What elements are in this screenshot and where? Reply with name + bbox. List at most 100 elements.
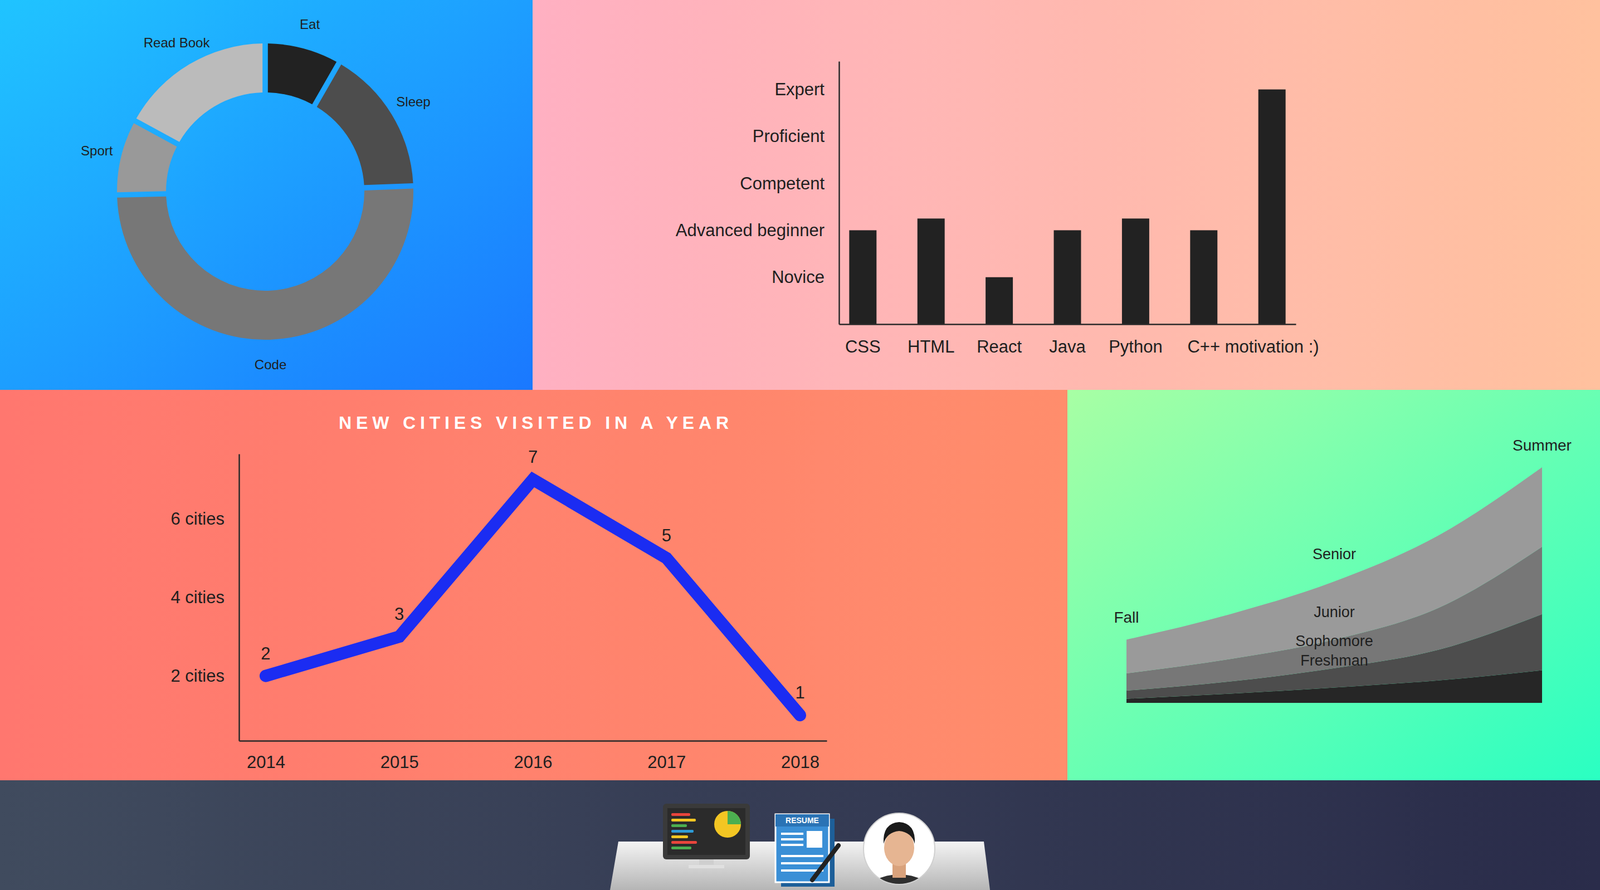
panel-background (1067, 389, 1600, 781)
data-label: 2 (260, 644, 271, 664)
pie-icon (714, 811, 741, 838)
tick-label: Expert (774, 79, 825, 100)
tick-label: 2014 (246, 752, 286, 773)
monitor-stand (699, 859, 714, 866)
tick: 2016 (514, 752, 553, 773)
tick-label: 2018 (781, 752, 820, 773)
slice (136, 43, 263, 143)
bar (849, 230, 877, 325)
tick: motivation :) (1225, 337, 1320, 357)
slice-label: Code (254, 357, 287, 373)
slice (316, 64, 414, 186)
data-labels: 23751 (260, 447, 805, 703)
tick: Python (1108, 337, 1163, 357)
bar (917, 218, 945, 325)
monitor-screen (667, 808, 746, 856)
line (265, 479, 800, 716)
tick-label: Competent (739, 173, 825, 194)
tick: Advanced beginner (675, 220, 825, 241)
code-line (671, 824, 687, 828)
tick: 2 cities (171, 666, 225, 686)
tick: HTML (907, 337, 955, 357)
axis: Novice Advanced beginner Competent Proficie… (675, 61, 840, 325)
slice-label: Sport (80, 143, 114, 159)
monitor-frame (662, 803, 750, 860)
monitor-base (688, 865, 725, 869)
bar (1054, 230, 1082, 325)
bar (1258, 89, 1286, 325)
axis-line (239, 740, 828, 743)
resume-icon[interactable]: RESUME (775, 814, 839, 887)
avatar-ring (863, 813, 935, 885)
tick-label: Novice (771, 267, 825, 287)
resume-line (781, 844, 804, 847)
donut-chart: Eat Sleep Code Sport Read Book (80, 16, 431, 373)
resume-line (781, 862, 824, 865)
axis-line (238, 454, 241, 742)
series-label: Sophomore (1295, 632, 1374, 650)
panel-background (532, 0, 1600, 390)
tick-label: Python (1108, 337, 1163, 357)
data-label: 7 (528, 447, 538, 467)
pen (812, 845, 839, 881)
tick: Proficient (752, 126, 826, 146)
area (1126, 467, 1543, 674)
tick-label: 2016 (514, 752, 553, 773)
data-label: 3 (394, 604, 404, 624)
tick: CSS (845, 337, 881, 357)
tick-label: C++ (1187, 337, 1221, 357)
category-labels: Fall Summer (1113, 436, 1572, 627)
panel-background (0, 389, 1068, 781)
tick-label: 2017 (647, 752, 686, 773)
slice (116, 188, 414, 340)
resume-line (781, 855, 824, 858)
tick-label: 6 cities (171, 509, 225, 529)
code-line (671, 813, 691, 817)
axis: 2 cities 4 cities 6 cities (171, 454, 240, 742)
tick: React (976, 337, 1022, 357)
slice-label: Eat (299, 16, 320, 32)
slice-label: Sleep (396, 94, 431, 110)
tick: C++ (1187, 337, 1221, 357)
tick-label: motivation :) (1225, 337, 1320, 357)
tick-label: Java (1049, 337, 1086, 357)
code-line (671, 830, 694, 833)
tick-label: Fall (1113, 608, 1139, 627)
tick: 4 cities (171, 587, 225, 608)
panel-background (0, 780, 1600, 890)
code-line (671, 835, 689, 839)
monitor-icon[interactable] (662, 803, 750, 869)
panel-background (0, 0, 533, 390)
avatar-icon[interactable] (863, 813, 935, 890)
tick: 2018 (781, 752, 820, 773)
line-chart: NEW CITIES VISITED IN A YEAR2 cities4 ci… (171, 412, 828, 773)
dashboard: Eat Sleep Code Sport Read Book Novice Advanced… (0, 0, 1600, 890)
tick: 2017 (647, 752, 686, 773)
tick: 6 cities (171, 509, 225, 529)
bar (1122, 218, 1150, 325)
code-line (671, 846, 692, 850)
axis: 2014 2015 2016 2017 2018 (239, 741, 828, 773)
plot (265, 479, 800, 716)
tick-label: 4 cities (171, 587, 225, 608)
tick-label: Summer (1512, 436, 1572, 455)
resume-header (775, 814, 829, 827)
tick-label: Advanced beginner (675, 220, 825, 241)
tick: Expert (774, 79, 825, 100)
tick-label: 2 cities (171, 666, 225, 686)
series-label: Junior (1313, 603, 1355, 621)
area-chart: FreshmanSophomoreJuniorSeniorFallSummer (1113, 436, 1572, 704)
code-line (671, 841, 697, 845)
slices (116, 43, 414, 340)
bar (1189, 230, 1218, 325)
resume-photo (806, 831, 823, 848)
data-label: 5 (661, 525, 672, 546)
tick: Novice (771, 267, 825, 287)
slice-label: Read Book (143, 35, 211, 51)
tick-label: HTML (907, 337, 955, 357)
resume-label: RESUME (785, 816, 819, 826)
series-label: Freshman (1300, 652, 1369, 670)
tick: 2015 (380, 752, 419, 773)
avatar-bg (863, 813, 935, 885)
tick-label: Proficient (752, 126, 826, 146)
